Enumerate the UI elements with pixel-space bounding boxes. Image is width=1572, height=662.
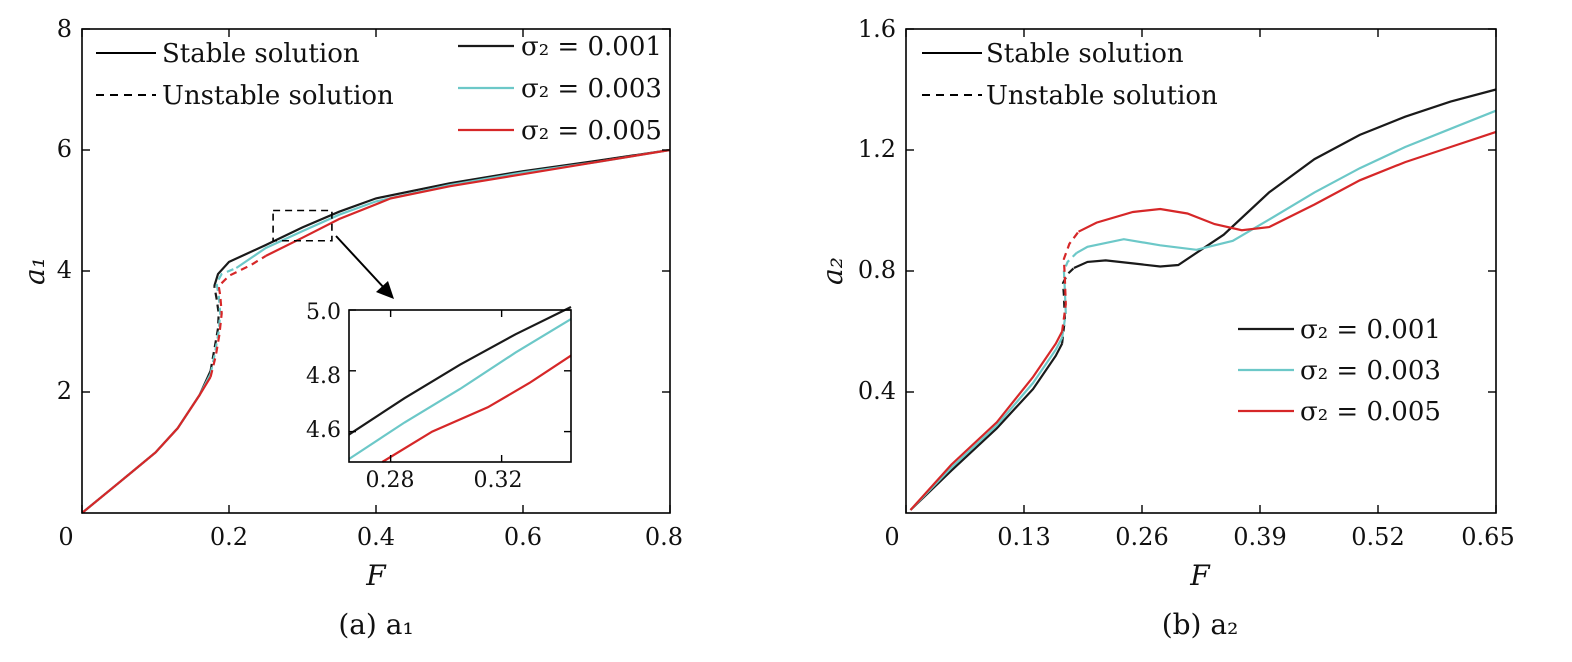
panel-b-xtick-label: 0.13	[997, 523, 1050, 551]
legend-stable-label: Stable solution	[162, 39, 360, 69]
inset-series-line	[348, 318, 572, 460]
panel-b-ytick-label: 1.6	[858, 15, 896, 43]
panel-a-ytick-label: 8	[57, 15, 72, 43]
inset-frame	[348, 309, 572, 463]
inset-background	[349, 310, 571, 462]
series-stable-lower-line	[909, 343, 1064, 511]
panel-b-series	[909, 88, 1497, 511]
panel-b: 0.4 0.8 1.2 1.6 0 0.13 0.26 0.39 0.52 0.…	[816, 15, 1515, 641]
panel-b-xtick-label: 0.52	[1351, 523, 1404, 551]
panel-b-caption: (b) a₂	[1162, 608, 1239, 641]
inset-ytick-label: 4.6	[306, 418, 341, 443]
panel-b-ytick-label: 0.8	[858, 256, 896, 284]
series-stable-lower-line	[81, 373, 212, 514]
legend-series-label: σ₂ = 0.003	[521, 74, 662, 104]
panel-b-xtick-label: 0	[884, 523, 899, 551]
inset-series-line	[381, 354, 572, 463]
panel-a-xtick-label: 0.2	[210, 523, 248, 551]
inset-ytick-label: 4.8	[306, 364, 341, 389]
legend-series-label: σ₂ = 0.005	[1300, 397, 1441, 427]
zoom-region-box	[272, 209, 333, 242]
series-stable-lower-line	[909, 330, 1064, 511]
panel-a-inset: 4.6 4.8 5.0 0.28 0.32	[306, 300, 572, 493]
panel-a-ylabel: a₁	[18, 257, 51, 285]
series-stable-upper-line	[1076, 109, 1497, 254]
panel-a-ytick-label: 4	[57, 256, 72, 284]
series-unstable-line	[209, 254, 267, 378]
panel-a-ytick-label: 2	[57, 377, 72, 405]
panel-a-xtick-label: 0.4	[357, 523, 395, 551]
panel-b-xtick-label: 0.65	[1461, 523, 1514, 551]
panel-a-ytick-label: 6	[57, 135, 72, 163]
series-unstable-line	[209, 266, 237, 375]
series-stable-upper-line	[1073, 88, 1497, 270]
panel-a-xtick-label: 0	[58, 523, 73, 551]
panel-a-caption: (a) a₁	[338, 608, 413, 641]
panel-b-style-legend: Stable solution Unstable solution	[922, 39, 1218, 111]
inset-series-line	[348, 306, 572, 436]
panel-a-style-legend: Stable solution Unstable solution	[96, 39, 394, 111]
legend-series-label: σ₂ = 0.005	[521, 116, 662, 146]
panel-b-xtick-label: 0.39	[1233, 523, 1286, 551]
panel-b-ticks	[905, 28, 1497, 513]
series-unstable-line	[209, 285, 220, 371]
panel-b-xlabel: F	[1189, 559, 1211, 592]
panel-a-xtick-label: 0.6	[504, 523, 542, 551]
series-stable-lower-line	[81, 376, 212, 514]
series-unstable-line	[1061, 231, 1080, 332]
inset-series	[348, 306, 572, 463]
series-stable-upper-line	[1078, 130, 1497, 233]
series-stable-lower-line	[81, 370, 212, 514]
panel-b-ylabel: a₂	[816, 257, 849, 285]
zoom-arrow	[335, 235, 387, 291]
inset-xtick-label: 0.32	[474, 468, 523, 493]
legend-unstable-label: Unstable solution	[986, 81, 1218, 111]
inset-ticks	[349, 309, 571, 462]
series-stable-upper-line	[235, 148, 671, 269]
panel-a-xlabel: F	[365, 559, 387, 592]
panel-a: 2 4 6 8 0 0.2 0.4 0.6 0.8 F a₁ Stable so…	[18, 15, 683, 641]
panel-b-ytick-label: 1.2	[858, 135, 896, 163]
panel-a-xtick-label: 0.8	[645, 523, 683, 551]
zoom-arrow-head	[376, 281, 394, 299]
legend-series-label: σ₂ = 0.001	[521, 32, 662, 62]
series-unstable-line	[1061, 252, 1078, 338]
inset-xtick-label: 0.28	[366, 468, 415, 493]
series-unstable-line	[1061, 267, 1075, 344]
legend-series-label: σ₂ = 0.003	[1300, 356, 1441, 386]
panel-a-ticks	[81, 28, 671, 513]
series-stable-lower-line	[909, 337, 1064, 511]
inset-ytick-label: 5.0	[306, 300, 341, 325]
legend-unstable-label: Unstable solution	[162, 81, 394, 111]
panel-b-series-legend: σ₂ = 0.001 σ₂ = 0.003 σ₂ = 0.005	[1238, 315, 1441, 427]
legend-series-label: σ₂ = 0.001	[1300, 315, 1441, 345]
series-stable-upper-line	[213, 148, 671, 287]
panel-a-series-legend: σ₂ = 0.001 σ₂ = 0.003 σ₂ = 0.005	[458, 32, 662, 146]
panel-a-series	[81, 148, 671, 514]
panel-b-ytick-label: 0.4	[858, 377, 896, 405]
panel-b-xtick-label: 0.26	[1115, 523, 1168, 551]
series-stable-upper-line	[265, 148, 671, 257]
legend-stable-label: Stable solution	[986, 39, 1184, 69]
